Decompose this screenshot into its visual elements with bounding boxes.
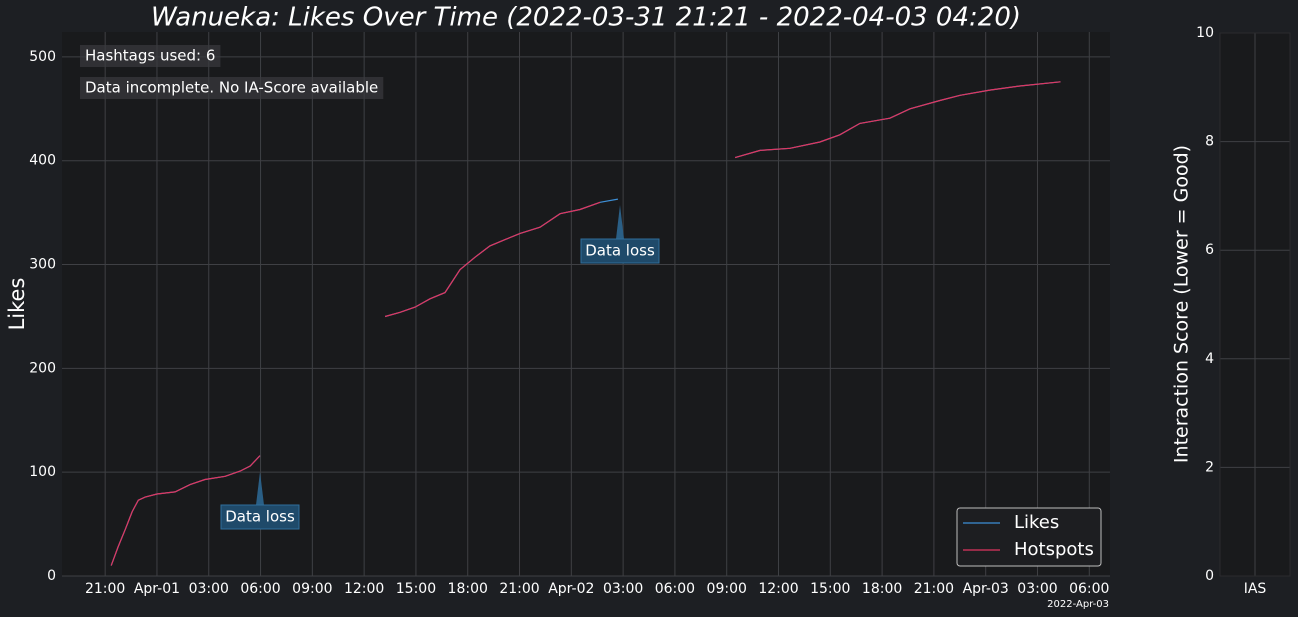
x-tick-label: 21:00 xyxy=(85,581,125,597)
info-box xyxy=(80,77,384,99)
loss-arrow xyxy=(256,472,264,505)
chart-title: Wanueka: Likes Over Time (2022-03-31 21:… xyxy=(151,3,1021,33)
y-tick-label: 200 xyxy=(29,360,56,376)
loss-arrow xyxy=(616,205,624,239)
y-tick-label: 4 xyxy=(1205,351,1214,367)
x-tick-label: Apr-01 xyxy=(134,581,180,597)
x-offset-label: 2022-Apr-03 xyxy=(1047,599,1109,610)
info-text: Data incomplete. No IA-Score available xyxy=(85,79,378,97)
loss-box xyxy=(220,504,300,530)
x-tick-label: 09:00 xyxy=(292,581,332,597)
x-tick-label: 12:00 xyxy=(344,581,384,597)
x-tick-label: 18:00 xyxy=(448,581,488,597)
x-tick-label: Apr-02 xyxy=(548,581,594,597)
y-tick-label: 6 xyxy=(1205,242,1214,258)
y-tick-label: 100 xyxy=(29,464,56,480)
x-tick-label: 09:00 xyxy=(707,581,747,597)
legend-label: Likes xyxy=(1014,512,1059,533)
x-tick-label: Apr-03 xyxy=(963,581,1009,597)
series-line xyxy=(110,81,1061,566)
x-tick-label: 03:00 xyxy=(189,581,229,597)
plot-area xyxy=(62,32,1110,576)
x-tick-label: 12:00 xyxy=(758,581,798,597)
y-axis-label: Likes xyxy=(5,278,29,331)
x-tick-label: 21:00 xyxy=(914,581,954,597)
y-tick-label: 2 xyxy=(1205,459,1214,475)
loss-box xyxy=(580,238,660,264)
y-tick-label: 0 xyxy=(47,568,56,584)
x-tick-label: 18:00 xyxy=(862,581,902,597)
info-text: Hashtags used: 6 xyxy=(85,47,215,65)
x-tick-label: IAS xyxy=(1244,581,1267,597)
score-axis-label: Interaction Score (Lower = Good) xyxy=(1171,145,1193,463)
x-tick-label: 06:00 xyxy=(1069,581,1109,597)
x-tick-label: 15:00 xyxy=(810,581,850,597)
score-frame xyxy=(1219,32,1291,577)
x-tick-label: 15:00 xyxy=(396,581,436,597)
info-box xyxy=(80,45,221,67)
legend-label: Hotspots xyxy=(1014,539,1094,560)
y-tick-label: 400 xyxy=(29,153,56,169)
y-tick-label: 0 xyxy=(1205,568,1214,584)
grid xyxy=(62,32,1110,577)
x-tick-label: 06:00 xyxy=(240,581,280,597)
x-tick-label: 06:00 xyxy=(655,581,695,597)
x-tick-label: 21:00 xyxy=(499,581,539,597)
y-tick-label: 10 xyxy=(1196,25,1214,41)
x-tick-label: 03:00 xyxy=(603,581,643,597)
y-tick-label: 300 xyxy=(29,257,56,273)
y-tick-label: 8 xyxy=(1205,134,1214,150)
y-tick-label: 500 xyxy=(29,49,56,65)
x-tick-label: 03:00 xyxy=(1017,581,1057,597)
loss-text: Data loss xyxy=(585,242,655,260)
loss-text: Data loss xyxy=(225,508,295,526)
